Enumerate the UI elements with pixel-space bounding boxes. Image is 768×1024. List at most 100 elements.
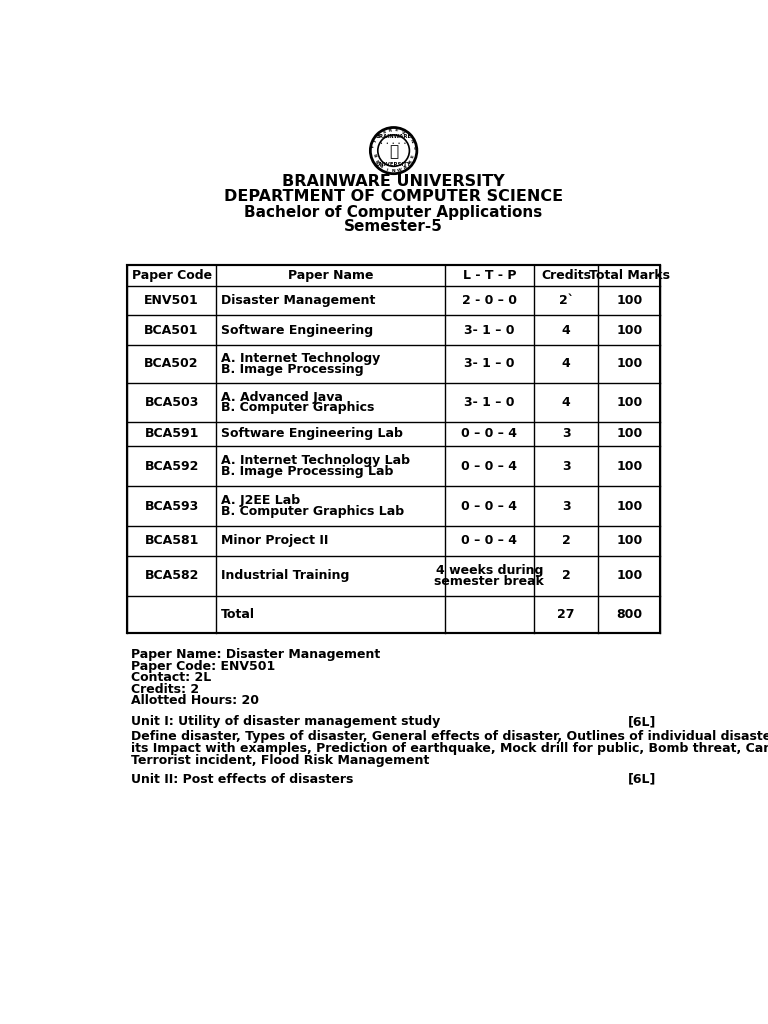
Text: its Impact with examples, Prediction of earthquake, Mock drill for public, Bomb : its Impact with examples, Prediction of … xyxy=(131,742,768,755)
Text: 100: 100 xyxy=(616,500,642,513)
Text: N: N xyxy=(409,138,414,143)
Text: BRAINWARE UNIVERSITY: BRAINWARE UNIVERSITY xyxy=(283,174,505,188)
Text: ⛊: ⛊ xyxy=(389,144,398,160)
Circle shape xyxy=(378,135,409,166)
Text: V: V xyxy=(400,130,406,135)
Text: •  •  •  •  •: • • • • • xyxy=(380,141,407,146)
Text: 27: 27 xyxy=(558,607,574,621)
Text: A. Internet Technology: A. Internet Technology xyxy=(220,352,380,365)
Circle shape xyxy=(370,128,417,174)
Text: E: E xyxy=(395,128,399,133)
Text: A: A xyxy=(379,164,384,169)
Text: Paper Name: Disaster Management: Paper Name: Disaster Management xyxy=(131,648,380,662)
Text: BCA593: BCA593 xyxy=(144,500,199,513)
Text: B. Image Processing Lab: B. Image Processing Lab xyxy=(220,465,393,478)
Text: UNIVERSITY: UNIVERSITY xyxy=(376,163,412,167)
Text: 4: 4 xyxy=(561,396,571,409)
Text: 3: 3 xyxy=(561,460,571,473)
Text: Paper Code: ENV501: Paper Code: ENV501 xyxy=(131,659,275,673)
Text: 0 – 0 – 4: 0 – 0 – 4 xyxy=(462,427,518,440)
Text: BCA592: BCA592 xyxy=(144,460,199,473)
Text: ENV501: ENV501 xyxy=(144,294,199,307)
Text: A: A xyxy=(403,164,409,169)
Text: S: S xyxy=(382,130,387,135)
Text: N: N xyxy=(392,169,396,173)
Text: Credits: 2: Credits: 2 xyxy=(131,683,199,695)
Text: 100: 100 xyxy=(616,324,642,337)
Text: B: B xyxy=(372,154,376,158)
Text: Paper Name: Paper Name xyxy=(288,269,373,282)
Text: 3- 1 – 0: 3- 1 – 0 xyxy=(464,324,515,337)
Text: 100: 100 xyxy=(616,569,642,582)
Text: Y: Y xyxy=(371,145,376,148)
Text: Software Engineering Lab: Software Engineering Lab xyxy=(220,427,402,440)
Text: [6L]: [6L] xyxy=(628,773,657,785)
Text: 0 – 0 – 4: 0 – 0 – 4 xyxy=(462,460,518,473)
Text: 2 - 0 – 0: 2 - 0 – 0 xyxy=(462,294,517,307)
Text: R: R xyxy=(374,160,379,165)
Text: BCA503: BCA503 xyxy=(144,396,199,409)
Text: 0 – 0 – 4: 0 – 0 – 4 xyxy=(462,500,518,513)
Text: DEPARTMENT OF COMPUTER SCIENCE: DEPARTMENT OF COMPUTER SCIENCE xyxy=(224,189,563,205)
Text: 2: 2 xyxy=(561,535,571,548)
Text: Total: Total xyxy=(220,607,255,621)
Text: BCA582: BCA582 xyxy=(144,569,199,582)
Text: A. Advanced Java: A. Advanced Java xyxy=(220,390,343,403)
Text: 800: 800 xyxy=(616,607,642,621)
Text: 4: 4 xyxy=(561,324,571,337)
Text: W: W xyxy=(397,167,403,172)
Text: 3- 1 – 0: 3- 1 – 0 xyxy=(464,396,515,409)
Text: Define disaster, Types of disaster, General effects of disaster, Outlines of ind: Define disaster, Types of disaster, Gene… xyxy=(131,730,768,743)
Text: B. Image Processing: B. Image Processing xyxy=(220,362,363,376)
Text: L - T - P: L - T - P xyxy=(462,269,516,282)
Text: R: R xyxy=(389,128,392,133)
Text: 100: 100 xyxy=(616,427,642,440)
Text: A. J2EE Lab: A. J2EE Lab xyxy=(220,495,300,508)
Text: Software Engineering: Software Engineering xyxy=(220,324,373,337)
Text: B. Computer Graphics: B. Computer Graphics xyxy=(220,401,374,415)
Text: Disaster Management: Disaster Management xyxy=(220,294,375,307)
Text: U: U xyxy=(412,145,416,150)
Text: 0 – 0 – 4: 0 – 0 – 4 xyxy=(462,535,518,548)
Text: B. Computer Graphics Lab: B. Computer Graphics Lab xyxy=(220,505,404,518)
Text: 4 weeks during: 4 weeks during xyxy=(435,564,543,577)
Text: semester break: semester break xyxy=(435,574,545,588)
Text: I: I xyxy=(377,134,381,138)
Text: Industrial Training: Industrial Training xyxy=(220,569,349,582)
Text: I: I xyxy=(386,168,389,172)
Text: 2`: 2` xyxy=(558,294,574,307)
Text: Contact: 2L: Contact: 2L xyxy=(131,671,211,684)
Text: Terrorist incident, Flood Risk Management: Terrorist incident, Flood Risk Managemen… xyxy=(131,754,429,767)
Text: BCA502: BCA502 xyxy=(144,357,199,371)
Text: 3: 3 xyxy=(561,500,571,513)
Text: BRAINWARE: BRAINWARE xyxy=(376,134,412,139)
Text: 100: 100 xyxy=(616,396,642,409)
Text: A. Internet Technology Lab: A. Internet Technology Lab xyxy=(220,455,410,467)
Text: 2: 2 xyxy=(561,569,571,582)
Text: 100: 100 xyxy=(616,460,642,473)
Text: Unit I: Utility of disaster management study: Unit I: Utility of disaster management s… xyxy=(131,715,440,728)
Text: 100: 100 xyxy=(616,535,642,548)
Text: T: T xyxy=(373,139,378,143)
Text: BCA591: BCA591 xyxy=(144,427,199,440)
Text: 100: 100 xyxy=(616,357,642,371)
Text: Minor Project II: Minor Project II xyxy=(220,535,328,548)
Text: 3- 1 – 0: 3- 1 – 0 xyxy=(464,357,515,371)
Text: Unit II: Post effects of disasters: Unit II: Post effects of disasters xyxy=(131,773,353,785)
Text: 100: 100 xyxy=(616,294,642,307)
Text: E: E xyxy=(411,154,415,158)
Text: Paper Code: Paper Code xyxy=(131,269,212,282)
Text: Allotted Hours: 20: Allotted Hours: 20 xyxy=(131,694,259,708)
Bar xyxy=(127,264,660,633)
Text: BCA501: BCA501 xyxy=(144,324,199,337)
Text: Credits: Credits xyxy=(541,269,591,282)
Text: BCA581: BCA581 xyxy=(144,535,199,548)
Text: Bachelor of Computer Applications: Bachelor of Computer Applications xyxy=(244,205,543,220)
Text: Total Marks: Total Marks xyxy=(589,269,670,282)
Text: 3: 3 xyxy=(561,427,571,440)
Text: 4: 4 xyxy=(561,357,571,371)
Text: [6L]: [6L] xyxy=(628,715,657,728)
Text: Semester-5: Semester-5 xyxy=(344,218,443,233)
Text: R: R xyxy=(408,160,413,165)
Text: I: I xyxy=(406,134,410,138)
